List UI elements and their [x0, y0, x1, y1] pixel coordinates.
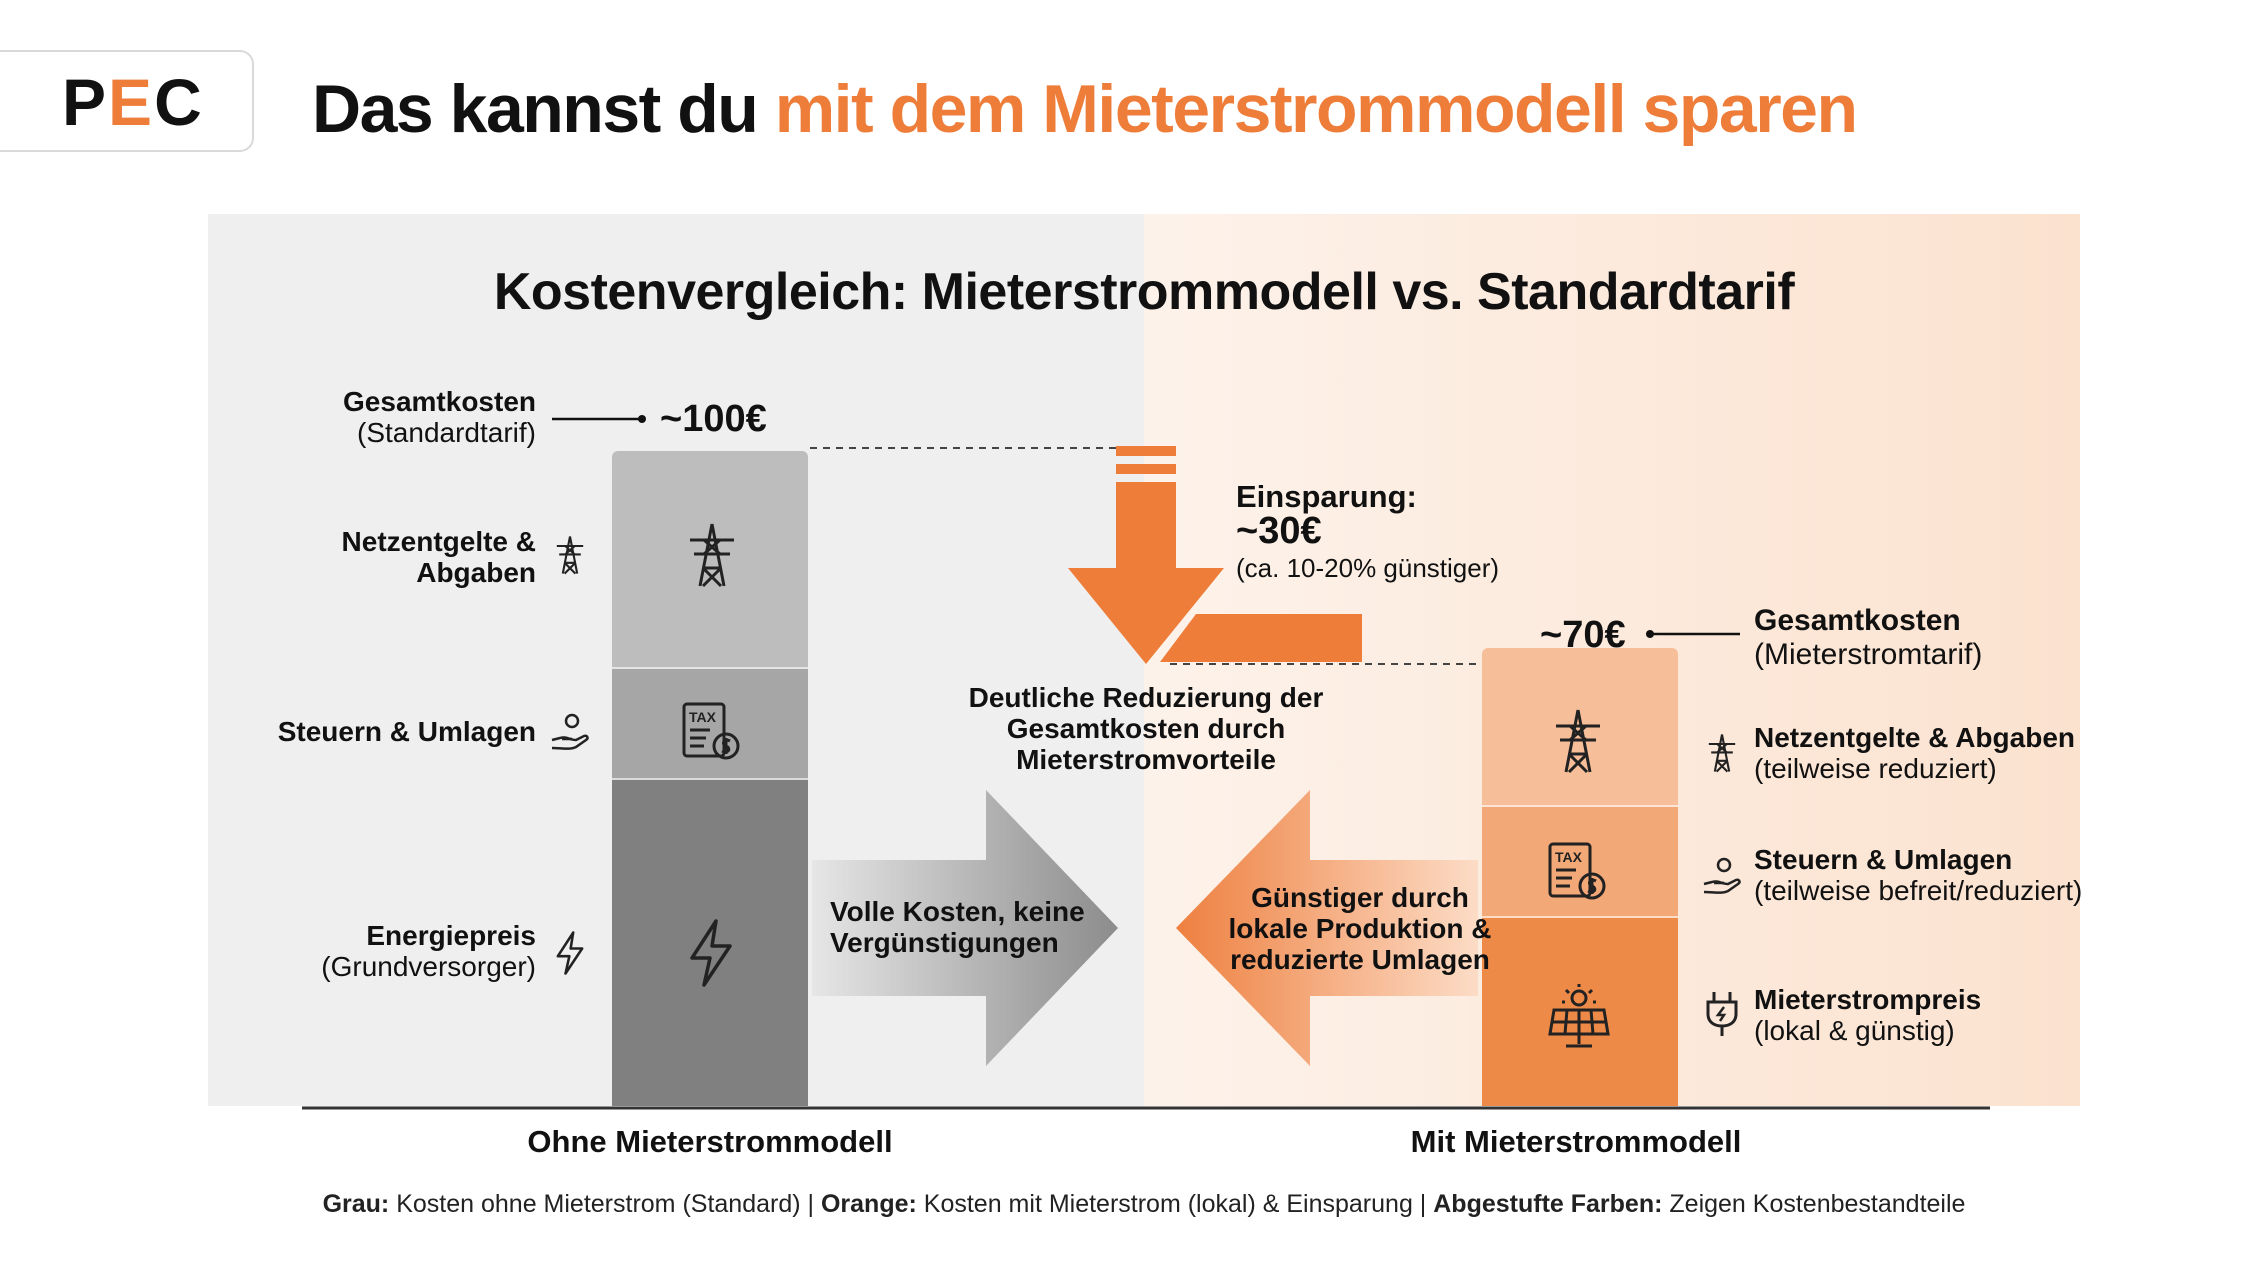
- reduction-annotation: Deutliche Reduzierung der Gesamtkosten d…: [968, 682, 1324, 775]
- solar-panel-icon: [1548, 984, 1610, 1048]
- bar-segment-standard-0: [612, 778, 808, 1106]
- pylon-icon: [1708, 734, 1736, 773]
- plug-icon: [1706, 992, 1738, 1036]
- pec-logo: PEC: [62, 65, 204, 139]
- hand-coin-icon: [1703, 857, 1741, 894]
- segment-label-mieterstrompreis: Mieterstrompreis (lokal & günstig): [1754, 984, 1982, 1046]
- pylon-icon: [1556, 709, 1600, 774]
- category-label-ohne: Ohne Mieterstrommodell: [527, 1124, 893, 1159]
- gray-arrow-label: Volle Kosten, keine Vergünstigungen: [830, 896, 1085, 958]
- legend: Grau: Kosten ohne Mieterstrom (Standard)…: [322, 1190, 1966, 1218]
- chart-title: Kostenvergleich: Mieterstrommodell vs. S…: [493, 263, 1795, 321]
- pylon-icon: [556, 536, 584, 575]
- lightning-icon: [690, 919, 732, 987]
- total-value-standard: ~100€: [660, 398, 767, 440]
- bar-segment-standard-1: [612, 667, 808, 781]
- category-label-mit: Mit Mieterstrommodell: [1410, 1124, 1742, 1159]
- page-title: Das kannst du mit dem Mieterstrommodell …: [312, 71, 1858, 147]
- total-label-mieterstrom: Gesamtkosten (Mieterstromtarif): [1754, 604, 1983, 671]
- savings-arrow: [1068, 446, 1362, 664]
- orange-arrow-label: Günstiger durch lokale Produktion & redu…: [1228, 882, 1492, 975]
- pylon-icon: [690, 523, 734, 588]
- orange-arrow: [1176, 790, 1478, 1066]
- gray-arrow: [812, 790, 1118, 1066]
- savings-annotation: Einsparung: ~30€ (ca. 10-20% günstiger): [1236, 479, 1500, 584]
- segment-label-netz-standard: Netzentgelte & Abgaben: [341, 526, 536, 588]
- svg-text:TAX: TAX: [689, 709, 717, 725]
- segment-label-netz-mieterstrom: Netzentgelte & Abgaben (teilweise reduzie…: [1754, 722, 2075, 784]
- segment-label-energie-standard: Energiepreis (Grundversorger): [321, 920, 536, 982]
- tax-icon: TAX: [682, 702, 740, 760]
- hand-coin-icon: [551, 713, 589, 750]
- segment-label-steuern-standard: Steuern & Umlagen: [277, 716, 536, 747]
- bar-segment-standard-2: [612, 451, 808, 670]
- tax-icon: TAX: [1548, 842, 1606, 900]
- bar-segment-mieterstrom-1: [1482, 804, 1678, 919]
- total-value-mieterstrom: ~70€: [1540, 614, 1626, 656]
- logo-frame: [0, 50, 254, 152]
- svg-text:TAX: TAX: [1555, 849, 1583, 865]
- lightning-icon: [556, 931, 584, 975]
- segment-label-steuern-mieterstrom: Steuern & Umlagen (teilweise befreit/redu…: [1754, 844, 2083, 906]
- total-label-standard: Gesamtkosten (Standardtarif): [343, 386, 536, 448]
